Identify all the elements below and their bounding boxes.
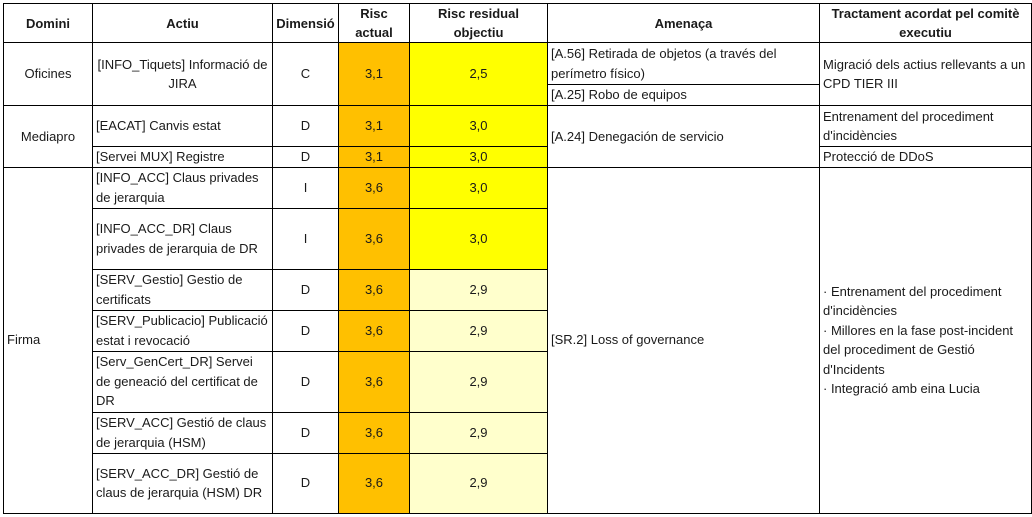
actiu-cell: [Serv_GenCert_DR] Servei de geneació del… (92, 350, 273, 413)
risc-residual-cell: 2,9 (409, 452, 548, 514)
table-row: Oficines [INFO_Tiquets] Informació de JI… (3, 42, 1032, 106)
table-row: [INFO_ACC_DR] Claus privades de jerarqui… (4, 207, 1032, 270)
risc-residual-cell: 3,0 (409, 105, 548, 147)
tractament-item: · Millores en la fase post-incident del … (823, 322, 1014, 377)
risk-table: Domini Actiu Dimensió Risc actual Risc r… (3, 3, 1032, 514)
header-risc-residual: Risc residual objectiu (409, 3, 548, 43)
dimensio-cell: D (272, 268, 339, 311)
risc-residual-cell: 3,0 (409, 166, 548, 209)
risc-actual-cell: 3,1 (338, 105, 410, 147)
amenaca-cell: [SR.2] Loss of governance (547, 166, 820, 514)
actiu-cell: [INFO_ACC_DR] Claus privades de jerarqui… (92, 207, 273, 270)
risc-actual-cell: 3,6 (338, 207, 410, 270)
risc-residual-cell: 3,0 (409, 207, 548, 270)
risc-actual-cell: 3,6 (338, 268, 410, 311)
dimensio-cell: D (272, 350, 339, 413)
actiu-cell: [SERV_ACC] Gestió de claus de jerarquia … (92, 411, 273, 454)
actiu-cell: [INFO_ACC] Claus privades de jerarquia (92, 166, 273, 209)
dimensio-cell: C (272, 42, 339, 106)
dimensio-cell: D (272, 146, 339, 168)
table-row: [Serv_GenCert_DR] Servei de geneació del… (4, 350, 1032, 413)
risc-actual-cell: 3,1 (338, 42, 410, 106)
risc-actual-cell: 3,6 (338, 411, 410, 454)
risc-actual-cell: 3,1 (338, 146, 410, 168)
table-row: [SERV_Publicacio] Publicació estat i rev… (4, 309, 1032, 352)
actiu-cell: [INFO_Tiquets] Informació de JIRA (92, 42, 273, 106)
risc-residual-cell: 2,5 (409, 42, 548, 106)
table-row: [SERV_ACC_DR] Gestió de claus de jerarqu… (4, 452, 1032, 514)
table-row: Firma [INFO_ACC] Claus privades de jerar… (3, 166, 1032, 514)
dimensio-cell: I (272, 166, 339, 209)
dimensio-cell: D (272, 309, 339, 352)
actiu-cell: [EACAT] Canvis estat (92, 105, 273, 147)
risc-residual-cell: 3,0 (409, 146, 548, 168)
risc-actual-cell: 3,6 (338, 309, 410, 352)
amenaca-cell: [A.25] Robo de equipos (547, 84, 820, 106)
risc-residual-cell: 2,9 (409, 268, 548, 311)
header-actiu: Actiu (92, 3, 273, 43)
actiu-cell: [Servei MUX] Registre (92, 146, 273, 168)
tractament-cell: Entrenament del procediment d'incidèncie… (819, 105, 1032, 147)
risc-actual-cell: 3,6 (338, 350, 410, 413)
actiu-cell: [SERV_Gestio] Gestio de certificats (92, 268, 273, 311)
dimensio-cell: I (272, 207, 339, 270)
domini-cell: Oficines (3, 42, 93, 106)
tractament-cell: Migració dels actius rellevants a un CPD… (819, 42, 1032, 106)
amenaca-cell: [A.24] Denegación de servicio (547, 105, 820, 168)
risc-residual-cell: 2,9 (409, 411, 548, 454)
amenaca-cell: [A.56] Retirada de objetos (a través del… (547, 42, 820, 85)
tractament-item: · Integració amb eina Lucia (823, 381, 980, 396)
header-tractament: Tractament acordat pel comitè executiu (819, 3, 1032, 43)
dimensio-cell: D (272, 411, 339, 454)
tractament-cell: Protecció de DDoS (819, 146, 1032, 168)
risc-residual-cell: 2,9 (409, 309, 548, 352)
table-row: [SERV_ACC] Gestió de claus de jerarquia … (4, 411, 1032, 454)
domini-cell: Mediapro (3, 105, 93, 168)
header-amenaca: Amenaça (547, 3, 820, 43)
table-row: [Servei MUX] Registre D 3,1 3,0 Protecci… (4, 146, 1032, 168)
header-domini: Domini (3, 3, 93, 43)
header-row: Domini Actiu Dimensió Risc actual Risc r… (3, 3, 1032, 43)
dimensio-cell: D (272, 105, 339, 147)
risc-residual-cell: 2,9 (409, 350, 548, 413)
tractament-item: · Entrenament del procediment d'incidènc… (823, 283, 1002, 319)
domini-cell: Firma (3, 166, 93, 514)
dimensio-cell: D (272, 452, 339, 514)
actiu-cell: [SERV_ACC_DR] Gestió de claus de jerarqu… (92, 452, 273, 514)
table-row: Mediapro [EACAT] Canvis estat D 3,1 3,0 … (3, 105, 1032, 168)
risc-actual-cell: 3,6 (338, 166, 410, 209)
table-row: [A.25] Robo de equipos (4, 84, 1032, 106)
tractament-cell: · Entrenament del procediment d'incidènc… (819, 166, 1032, 514)
header-risc-actual: Risc actual (338, 3, 410, 43)
risc-actual-cell: 3,6 (338, 452, 410, 514)
header-dimensio: Dimensió (272, 3, 339, 43)
actiu-cell: [SERV_Publicacio] Publicació estat i rev… (92, 309, 273, 352)
